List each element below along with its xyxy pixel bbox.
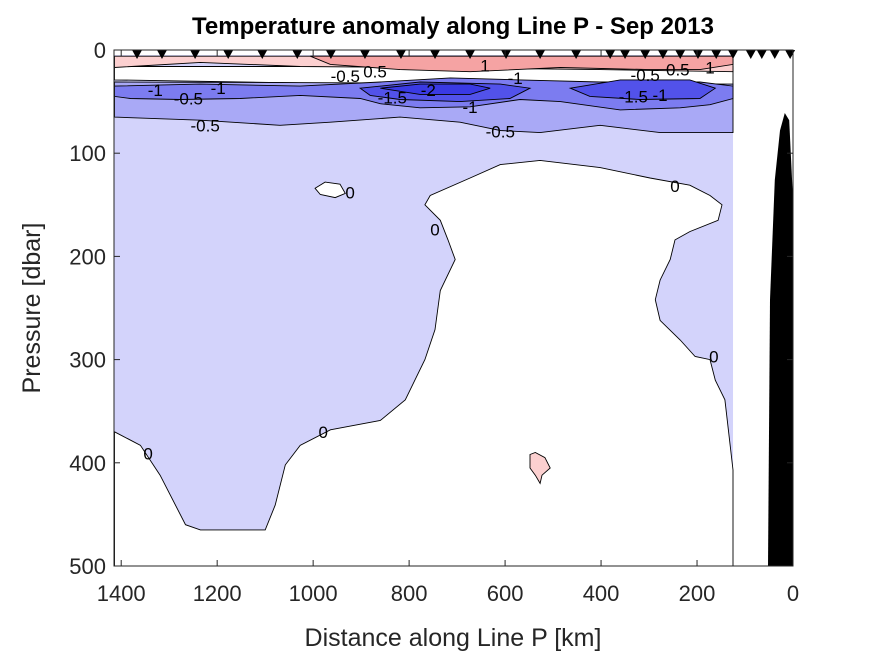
contour-label: 1 (480, 56, 489, 75)
station-marker (395, 50, 406, 59)
contour-label: -1 (653, 86, 668, 105)
x-axis-label: Distance along Line P [km] (305, 624, 602, 652)
station-marker (430, 50, 441, 59)
station-marker (535, 50, 546, 59)
station-marker (692, 50, 703, 59)
station-marker (465, 50, 476, 59)
station-marker (769, 50, 780, 59)
contour-region (314, 181, 346, 199)
chart-title: Temperature anomaly along Line P - Sep 2… (192, 13, 714, 40)
x-tick-label: 200 (679, 581, 716, 606)
contour-region (380, 83, 491, 95)
station-marker (640, 50, 651, 59)
station-marker (711, 50, 722, 59)
station-marker (156, 50, 167, 59)
contour-label: -2 (421, 81, 436, 100)
y-tick-label: 200 (69, 244, 106, 269)
contour-label: 0.5 (666, 61, 690, 80)
y-axis-label: Pressure [dbar] (18, 223, 46, 394)
axes: 1400 1200 1000 800 600 400 200 0010020030040050… (69, 38, 799, 606)
contour-label: -1 (508, 69, 523, 88)
bathymetry (768, 113, 793, 566)
station-marker (675, 50, 686, 59)
y-tick-label: 100 (69, 141, 106, 166)
contour-region (568, 79, 717, 100)
station-marker (190, 50, 201, 59)
plot-area: -1 -0.5-1-0.5-0.5 0.5 1-1-1.5 -2-1-0.5-0.5 0.… (114, 50, 796, 567)
x-tick-label: 0 (787, 581, 799, 606)
station-marker (745, 50, 756, 59)
contour-label: -0.5 (331, 67, 360, 86)
contour-label: -0.5 (486, 123, 515, 142)
y-tick-label: 400 (69, 451, 106, 476)
contour-region (529, 452, 551, 485)
station-marker (756, 50, 767, 59)
station-marker (501, 50, 512, 59)
contour-label: 0 (709, 348, 718, 367)
station-marker (223, 50, 234, 59)
x-tick-label: 1200 (193, 581, 242, 606)
x-tick-label: 400 (583, 581, 620, 606)
contour-region (310, 55, 734, 73)
contour-label: -1 (462, 98, 477, 117)
contour-label: -0.5 (631, 66, 660, 85)
x-tick-label: 600 (487, 581, 524, 606)
contour-label: -1 (148, 81, 163, 100)
station-marker (657, 50, 668, 59)
station-marker (292, 50, 303, 59)
contour-label: -0.5 (191, 116, 220, 135)
station-marker (620, 50, 631, 59)
contour-label: 1 (705, 59, 714, 78)
contour-label: 0 (345, 183, 354, 202)
contour-label: 0 (430, 221, 439, 240)
contour-label: 0.5 (363, 63, 387, 82)
station-marker (571, 50, 582, 59)
contour-label: -0.5 (174, 90, 203, 109)
x-tick-label: 1400 (97, 581, 146, 606)
contour-label: -1.5 (619, 87, 648, 106)
axes-box (113, 49, 794, 567)
station-markers (132, 50, 796, 59)
station-marker (359, 50, 370, 59)
contour-label: -1 (211, 79, 226, 98)
station-marker (257, 50, 268, 59)
contour-label: 0 (143, 445, 152, 464)
y-tick-label: 0 (94, 38, 106, 63)
station-marker (728, 50, 739, 59)
y-tick-label: 300 (69, 348, 106, 373)
x-tick-label: 1000 (289, 581, 338, 606)
station-marker (132, 50, 143, 59)
contour-labels: -1 -0.5-1-0.5-0.5 0.5 1-1-1.5 -2-1-0.5-0.5 0.… (143, 56, 718, 463)
x-tick-label: 800 (391, 581, 428, 606)
contour-label: 0 (318, 423, 327, 442)
contour-label: -1.5 (378, 88, 407, 107)
y-tick-label: 500 (69, 554, 106, 579)
contour-label: 0 (670, 177, 679, 196)
contour-region (114, 159, 734, 567)
station-marker (605, 50, 616, 59)
contour-regions (114, 55, 734, 567)
station-marker (325, 50, 336, 59)
